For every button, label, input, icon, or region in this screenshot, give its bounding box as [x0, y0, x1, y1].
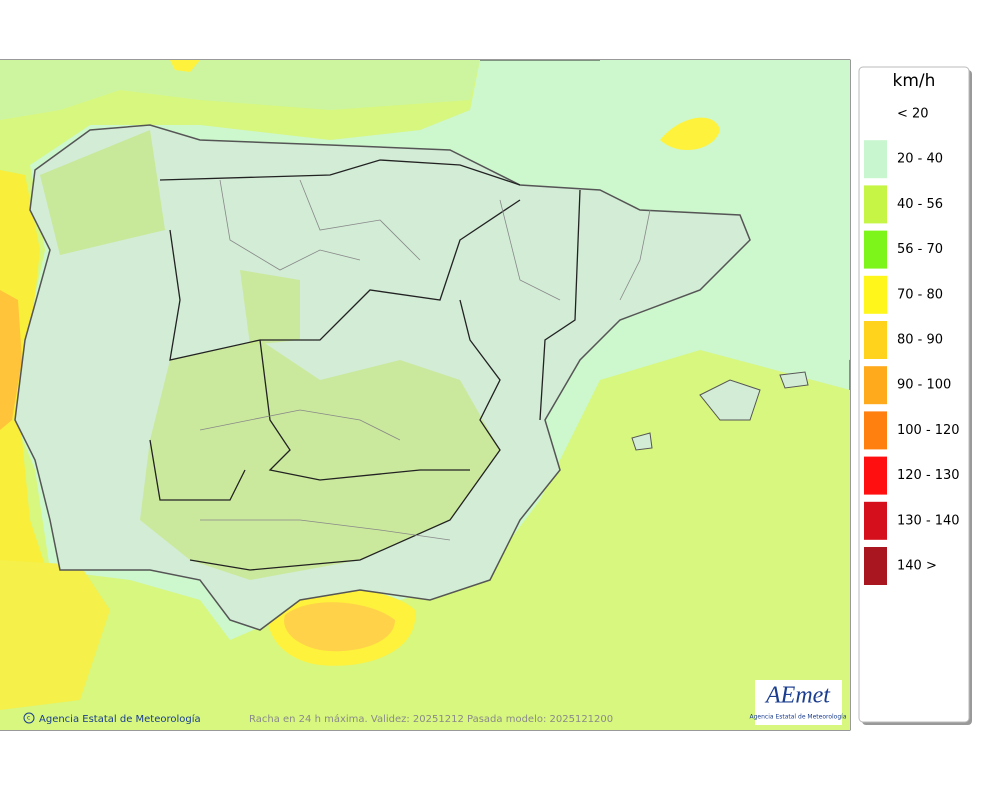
- legend-label: 140 >: [897, 559, 937, 574]
- legend-swatch: [864, 547, 887, 585]
- copyright-icon: [23, 712, 35, 724]
- wind-area: [660, 117, 720, 151]
- legend-label: 70 - 80: [897, 287, 943, 302]
- logo-box: [755, 680, 842, 725]
- island: [779, 371, 809, 389]
- legend-unit: km/h: [893, 71, 936, 91]
- legend-label: 56 - 70: [897, 242, 943, 257]
- region-borders: [149, 159, 581, 571]
- sea-field: [0, 60, 850, 730]
- legend-swatch: [864, 366, 887, 405]
- caption: Racha en 24 h máxima. Validez: 20251212 …: [249, 713, 613, 725]
- legend-swatch: [864, 230, 887, 269]
- legend-label: 80 - 90: [897, 333, 943, 348]
- legend-swatch: [864, 501, 887, 540]
- credit: Agencia Estatal de Meteorología: [39, 713, 201, 725]
- land-field: [600, 60, 850, 360]
- legend-swatch: [864, 456, 887, 495]
- legend-swatch: [864, 321, 887, 359]
- wind-area: [0, 560, 110, 710]
- map: [0, 59, 851, 731]
- province-borders: [199, 179, 651, 541]
- island: [631, 432, 653, 451]
- legend: km/h < 20 20 - 40 40 - 56 56 - 70 70 - 80 80 …: [858, 66, 972, 725]
- legend-label: < 20: [897, 107, 929, 122]
- legend-swatch: [864, 140, 887, 179]
- wind-area: [240, 270, 300, 345]
- logo-subtitle: Agencia Estatal de Meteorología: [750, 714, 847, 721]
- wind-area: [0, 170, 50, 650]
- logo: AEmet Agencia Estatal de Meteorología: [750, 680, 847, 725]
- wind-area: [0, 290, 22, 430]
- legend-label: 100 - 120: [897, 423, 960, 438]
- legend-label: 90 - 100: [897, 378, 951, 393]
- legend-swatch: [864, 411, 887, 450]
- legend-label: 40 - 56: [897, 197, 943, 212]
- logo-brand: AEmet: [764, 683, 831, 709]
- wind-area: [40, 130, 165, 255]
- legend-swatch: [864, 275, 887, 314]
- wind-area: [170, 60, 200, 72]
- legend-label: 120 - 130: [897, 468, 960, 483]
- copyright-icon: c: [27, 715, 30, 722]
- wind-area: [284, 602, 395, 652]
- legend-label: 130 - 140: [897, 513, 960, 528]
- legend-swatch: [864, 185, 887, 224]
- island: [699, 379, 761, 421]
- legend-swatch: [864, 95, 887, 133]
- sea-field: [0, 60, 480, 120]
- legend-label: 20 - 40: [897, 152, 943, 167]
